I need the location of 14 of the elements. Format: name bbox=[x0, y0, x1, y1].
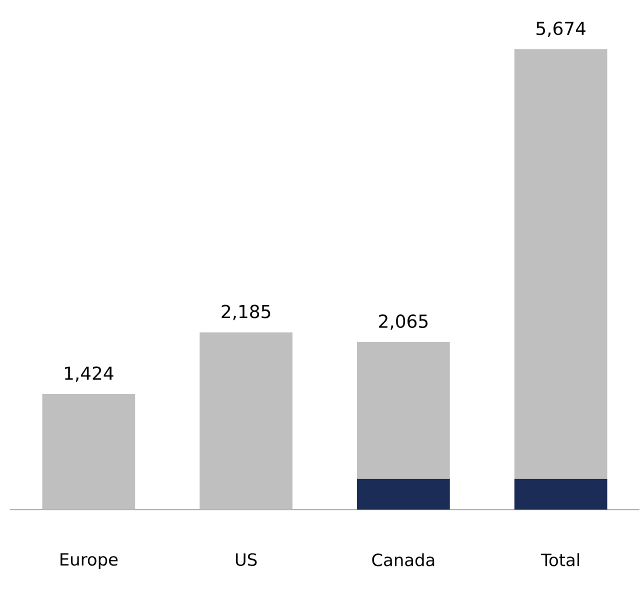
bar bbox=[357, 478, 450, 510]
annotation: 1,424 bbox=[65, 366, 114, 382]
bar bbox=[200, 332, 292, 510]
annotation: 2,065 bbox=[379, 314, 428, 330]
x-tick-label: US bbox=[236, 553, 257, 566]
bar bbox=[514, 49, 608, 479]
bar bbox=[514, 478, 608, 510]
x-tick-label: Total bbox=[541, 553, 580, 567]
text: 5,674 bbox=[536, 22, 586, 38]
annotation: 2,185 bbox=[222, 304, 270, 320]
bar bbox=[42, 394, 136, 510]
x-tick-label: Canada bbox=[372, 553, 434, 567]
bar bbox=[357, 342, 450, 479]
x-tick-label: Europe bbox=[60, 553, 118, 570]
